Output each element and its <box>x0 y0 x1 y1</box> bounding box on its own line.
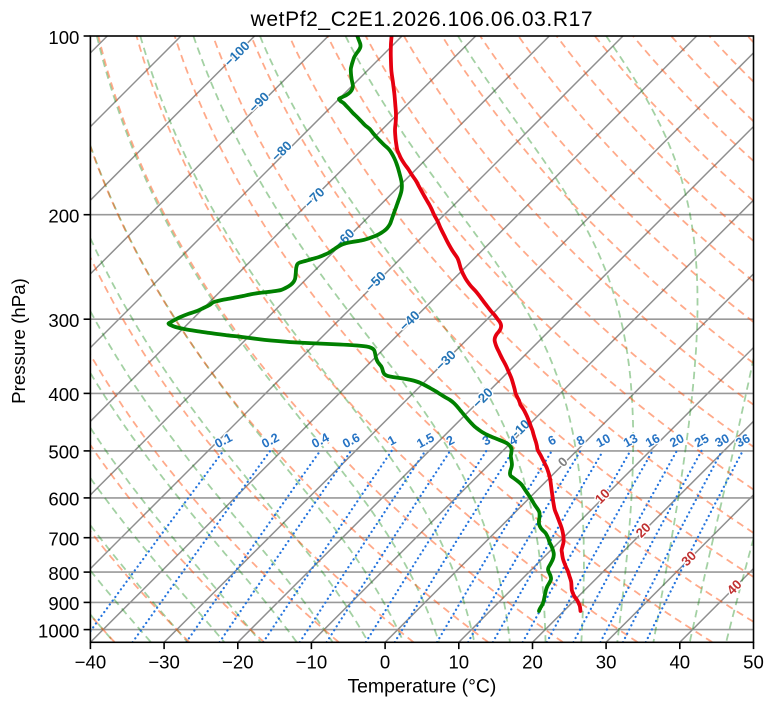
svg-text:1000: 1000 <box>38 620 79 641</box>
svg-text:200: 200 <box>48 206 79 227</box>
svg-text:700: 700 <box>48 529 79 550</box>
svg-text:wetPf2_C2E1.2026.106.06.03.R17: wetPf2_C2E1.2026.106.06.03.R17 <box>250 8 594 31</box>
svg-text:900: 900 <box>48 593 79 614</box>
svg-text:Pressure (hPa): Pressure (hPa) <box>8 278 29 404</box>
svg-text:−40: −40 <box>75 652 107 673</box>
svg-text:600: 600 <box>48 489 79 510</box>
svg-text:400: 400 <box>48 384 79 405</box>
svg-text:100: 100 <box>48 27 79 48</box>
svg-text:800: 800 <box>48 563 79 584</box>
svg-text:Temperature (°C): Temperature (°C) <box>347 676 496 698</box>
svg-text:300: 300 <box>48 310 79 331</box>
svg-text:30: 30 <box>596 652 617 673</box>
svg-text:−20: −20 <box>222 652 254 673</box>
svg-text:20: 20 <box>522 652 543 673</box>
svg-text:−10: −10 <box>296 652 328 673</box>
svg-text:50: 50 <box>743 652 764 673</box>
svg-text:500: 500 <box>48 442 79 463</box>
svg-text:40: 40 <box>669 652 690 673</box>
svg-text:0: 0 <box>380 652 390 673</box>
svg-text:−30: −30 <box>148 652 180 673</box>
svg-text:10: 10 <box>448 652 469 673</box>
